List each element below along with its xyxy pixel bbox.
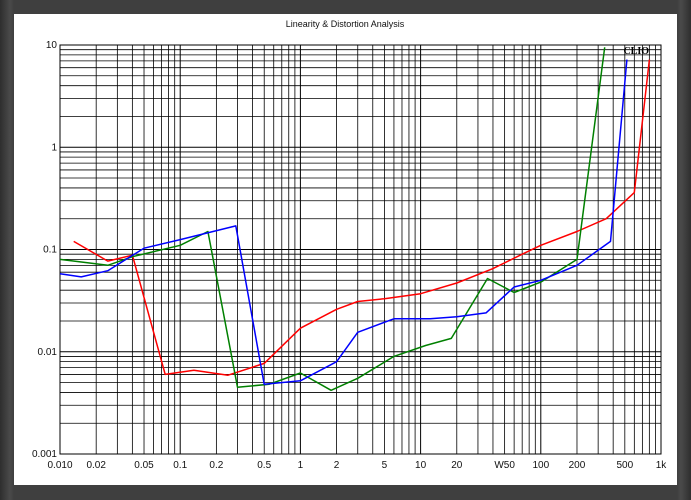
- chart: Linearity & Distortion Analysis 0.010 0.0…: [32, 19, 667, 471]
- x-tick-label: 1k: [656, 460, 668, 471]
- series-line-2: [59, 47, 606, 392]
- x-tick-label: 0.02: [86, 460, 106, 471]
- x-tick-label: 5: [382, 460, 388, 471]
- x-tick-label: 2: [334, 460, 340, 471]
- y-tick-label: 0.1: [43, 245, 57, 256]
- x-tick-label: 0.010: [47, 460, 72, 471]
- y-tick-label: 1: [51, 142, 57, 153]
- chart-panel: Linearity & Distortion Analysis 0.010 0.0…: [14, 14, 677, 485]
- x-tick-label: 500: [616, 460, 633, 471]
- series-layer: [59, 47, 651, 392]
- y-tick-label: 10: [46, 40, 58, 51]
- x-tick-label: 100: [532, 460, 549, 471]
- grid: [59, 45, 661, 455]
- chart-title: Linearity & Distortion Analysis: [286, 19, 405, 29]
- series-line-1: [73, 59, 651, 376]
- x-tick-label: 0.1: [173, 460, 187, 471]
- y-axis-tick-labels: 10 1 0.1 0.01 0.001: [32, 40, 57, 460]
- x-tick-label: 0.2: [209, 460, 223, 471]
- series-line-3: [59, 59, 628, 386]
- y-tick-label: 0.01: [38, 347, 58, 358]
- x-tick-label: W50: [494, 460, 515, 471]
- clio-brand-label: CLIO: [623, 46, 649, 57]
- plot-border: [59, 44, 662, 455]
- y-tick-label: 0.001: [32, 449, 57, 460]
- x-tick-label: 0.05: [134, 460, 154, 471]
- x-tick-label: 10: [415, 460, 427, 471]
- x-tick-label: 1: [298, 460, 304, 471]
- x-axis-tick-labels: 0.010 0.02 0.05 0.1 0.2 0.5 1 2 5 10 20 W50 100 200 50…: [47, 460, 667, 471]
- x-tick-label: 20: [451, 460, 463, 471]
- x-tick-label: 200: [569, 460, 586, 471]
- x-tick-label: 0.5: [257, 460, 271, 471]
